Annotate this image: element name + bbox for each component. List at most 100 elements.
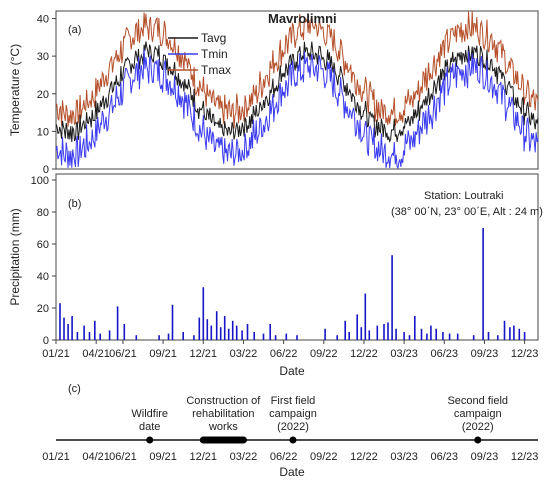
precip-y-tick-label: 80 xyxy=(37,207,49,219)
precip-bar xyxy=(158,335,160,340)
precip-bar xyxy=(116,306,119,340)
precip-y-tick-label: 40 xyxy=(37,271,49,283)
precip-bar xyxy=(285,333,288,340)
precip-bar xyxy=(336,335,338,340)
precip-bar xyxy=(376,325,379,340)
temperature-plot-frame xyxy=(55,10,539,170)
event-label: date xyxy=(139,421,160,433)
precip-bar xyxy=(274,335,277,340)
panel-b-tag: (b) xyxy=(68,198,81,210)
precip-bar xyxy=(262,333,265,340)
precip-bar xyxy=(426,333,428,340)
panel-a-tag: (a) xyxy=(68,24,81,36)
series-line-tavg xyxy=(55,41,539,143)
precip-bar xyxy=(518,328,521,340)
precip-bar xyxy=(356,314,358,340)
timeline-tick-label: 12/21 xyxy=(190,451,218,463)
precip-bar xyxy=(348,332,350,340)
precip-bar xyxy=(241,330,243,340)
precipitation-y-axis: 0 20 40 60 80 100 xyxy=(31,175,56,347)
timeline-tick-label: 06/21 xyxy=(109,451,137,463)
precip-y-tick-label: 20 xyxy=(37,303,49,315)
precip-x-tick-label: 03/23 xyxy=(390,348,418,360)
precip-y-tick-label: 100 xyxy=(31,175,49,187)
timeline-tick-label: 06/23 xyxy=(431,451,459,463)
precip-x-tick-label: 09/22 xyxy=(310,348,338,360)
legend-label: Tmin xyxy=(201,47,228,61)
precip-bar xyxy=(223,316,226,340)
precip-bar xyxy=(206,319,209,340)
precip-bar xyxy=(83,325,85,340)
precip-y-tick-label: 0 xyxy=(43,335,49,347)
station-name: Station: Loutraki xyxy=(424,190,504,202)
precip-bar xyxy=(269,324,271,340)
timeline-tick-label: 09/23 xyxy=(471,451,499,463)
precip-x-tick-label: 12/23 xyxy=(511,348,539,360)
precip-bar xyxy=(135,335,138,340)
temperature-y-label: Temperature (°C) xyxy=(8,44,22,136)
precip-bar xyxy=(215,311,218,340)
precip-bar xyxy=(63,317,65,340)
precip-x-tick-label: 03/22 xyxy=(230,348,258,360)
precip-x-tick-label: 06/22 xyxy=(270,348,298,360)
precip-bar xyxy=(167,333,170,340)
timeline-tick-label: 03/22 xyxy=(230,451,258,463)
precip-bar xyxy=(296,335,298,340)
precip-bar xyxy=(391,255,393,340)
series-line-tmax xyxy=(55,10,539,129)
precip-x-tick-label: 06/23 xyxy=(431,348,459,360)
precip-bar xyxy=(395,328,397,340)
temperature-y-tick-label: 20 xyxy=(37,89,49,101)
series-line-tmin xyxy=(55,48,539,170)
event-label: Construction of xyxy=(186,395,261,407)
event-marker xyxy=(474,436,482,444)
x-axis-label-c: Date xyxy=(279,465,305,479)
timeline-tick-label: 06/22 xyxy=(270,451,298,463)
event-label: First field xyxy=(271,395,316,407)
precip-bar xyxy=(456,333,459,340)
timeline-tick-label: 09/21 xyxy=(149,451,177,463)
precip-bar xyxy=(403,332,405,340)
precip-bar xyxy=(368,330,371,340)
temperature-y-tick-label: 40 xyxy=(37,14,49,26)
precip-bar xyxy=(430,325,432,340)
precip-y-tick-label: 60 xyxy=(37,239,49,251)
legend-label: Tavg xyxy=(201,31,226,45)
precip-bar xyxy=(448,333,451,340)
precip-bar xyxy=(414,316,416,340)
timeline-tick-label: 12/23 xyxy=(511,451,539,463)
precip-bar xyxy=(171,304,174,340)
timeline-tick-label: 09/22 xyxy=(310,451,338,463)
precip-bar xyxy=(482,228,484,340)
precip-bar xyxy=(88,332,91,340)
panel-c-tag: (c) xyxy=(68,383,81,395)
precip-bar xyxy=(435,328,437,340)
precip-bar xyxy=(210,325,213,340)
temperature-y-axis: 0 10 20 30 40 xyxy=(37,14,56,176)
precip-bar xyxy=(523,332,526,340)
event-label: campaign xyxy=(454,408,502,420)
precip-bar xyxy=(360,327,363,340)
timeline-tick-label: 03/23 xyxy=(390,451,418,463)
precip-bar xyxy=(442,332,444,340)
precip-bar xyxy=(108,330,111,340)
precip-bar xyxy=(219,327,222,340)
precip-bar xyxy=(123,324,126,340)
precip-bar xyxy=(182,332,184,340)
precip-bar xyxy=(67,324,69,340)
temperature-y-tick-label: 10 xyxy=(37,126,49,138)
precip-bar xyxy=(509,327,511,340)
legend-label: Tmax xyxy=(201,63,231,77)
precip-bar xyxy=(387,322,389,340)
precip-bar xyxy=(198,317,201,340)
timeline-tick-label: 01/21 xyxy=(42,451,70,463)
precip-x-tick-label: 04/21 xyxy=(82,348,110,360)
precip-bar xyxy=(487,332,490,340)
precip-bar xyxy=(246,324,249,340)
event-label: Second field xyxy=(447,395,508,407)
event-label: Wildfire xyxy=(131,408,168,420)
temperature-y-tick-label: 0 xyxy=(43,164,49,176)
temperature-y-tick-label: 30 xyxy=(37,51,49,63)
temperature-legend: Tavg Tmin Tmax xyxy=(168,31,231,77)
